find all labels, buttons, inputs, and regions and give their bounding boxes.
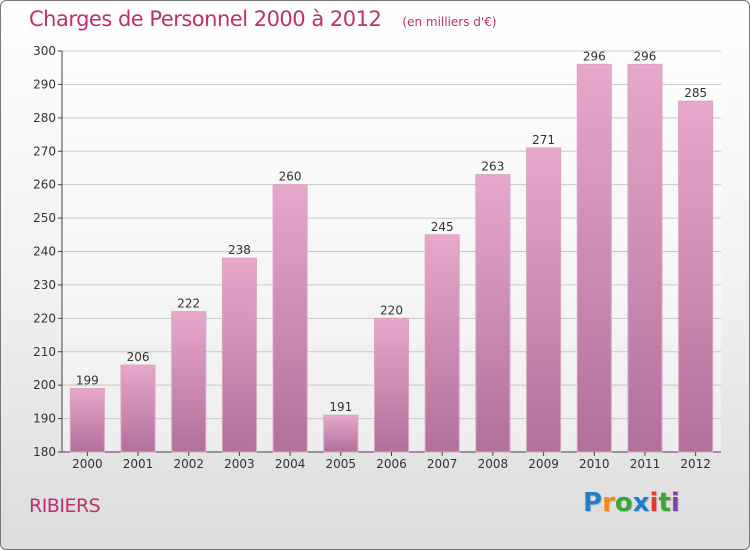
logo-letter: o — [614, 488, 633, 518]
x-tick-label: 2005 — [326, 457, 357, 471]
x-tick-label: 2007 — [427, 457, 458, 471]
bar[interactable] — [475, 174, 511, 453]
logo-letter: P — [583, 488, 603, 518]
logo-letter: r — [602, 488, 615, 518]
bar[interactable] — [424, 234, 460, 453]
data-label: 263 — [481, 160, 504, 174]
logo-letter: t — [658, 488, 671, 518]
data-label: 285 — [684, 86, 707, 100]
bar[interactable] — [69, 388, 105, 453]
bar[interactable] — [323, 414, 359, 453]
y-tick-label: 270 — [33, 144, 56, 158]
x-tick-label: 2000 — [72, 457, 103, 471]
data-label: 271 — [532, 133, 555, 147]
x-tick-label: 2010 — [579, 457, 610, 471]
data-label: 260 — [279, 170, 302, 184]
x-tick-label: 2008 — [478, 457, 509, 471]
y-tick-label: 300 — [33, 44, 56, 58]
y-tick-label: 210 — [33, 345, 56, 359]
data-label: 191 — [329, 400, 352, 414]
bar[interactable] — [627, 63, 663, 453]
logo-letter: i — [649, 488, 659, 518]
place-name: RIBIERS — [29, 495, 101, 517]
chart-header: Charges de Personnel 2000 à 2012 (en mil… — [29, 7, 497, 31]
bar[interactable] — [120, 364, 156, 453]
x-tick-label: 2002 — [173, 457, 204, 471]
data-label: 296 — [583, 49, 606, 63]
logo-letter: x — [632, 488, 650, 518]
x-tick-label: 2006 — [376, 457, 407, 471]
y-tick-label: 220 — [33, 311, 56, 325]
x-tick-label: 2012 — [680, 457, 711, 471]
bar[interactable] — [576, 63, 612, 453]
data-label: 220 — [380, 303, 403, 317]
data-label: 222 — [177, 297, 200, 311]
data-label: 238 — [228, 243, 251, 257]
data-label: 206 — [127, 350, 150, 364]
y-tick-label: 250 — [33, 211, 56, 225]
y-tick-label: 280 — [33, 111, 56, 125]
bar[interactable] — [272, 184, 308, 453]
bar[interactable] — [526, 147, 562, 453]
chart-title: Charges de Personnel 2000 à 2012 — [29, 7, 382, 31]
data-label: 245 — [431, 220, 454, 234]
y-tick-label: 290 — [33, 77, 56, 91]
bar[interactable] — [221, 257, 257, 453]
bar[interactable] — [171, 311, 207, 453]
y-tick-label: 180 — [33, 445, 56, 459]
data-label: 296 — [634, 49, 657, 63]
proxiti-logo[interactable]: Proxiti — [583, 488, 680, 518]
x-tick-label: 2003 — [224, 457, 255, 471]
bar[interactable] — [374, 317, 409, 453]
x-tick-label: 2001 — [123, 457, 154, 471]
x-tick-label: 2004 — [275, 457, 306, 471]
x-tick-label: 2011 — [630, 457, 661, 471]
y-tick-label: 190 — [33, 412, 56, 426]
bar[interactable] — [678, 100, 714, 453]
y-tick-label: 260 — [33, 178, 56, 192]
y-tick-label: 240 — [33, 245, 56, 259]
chart-subtitle: (en milliers d'€) — [402, 15, 497, 29]
y-tick-label: 230 — [33, 278, 56, 292]
y-tick-label: 200 — [33, 378, 56, 392]
logo-letter: i — [670, 488, 680, 518]
x-tick-label: 2009 — [528, 457, 559, 471]
data-label: 199 — [76, 374, 99, 388]
